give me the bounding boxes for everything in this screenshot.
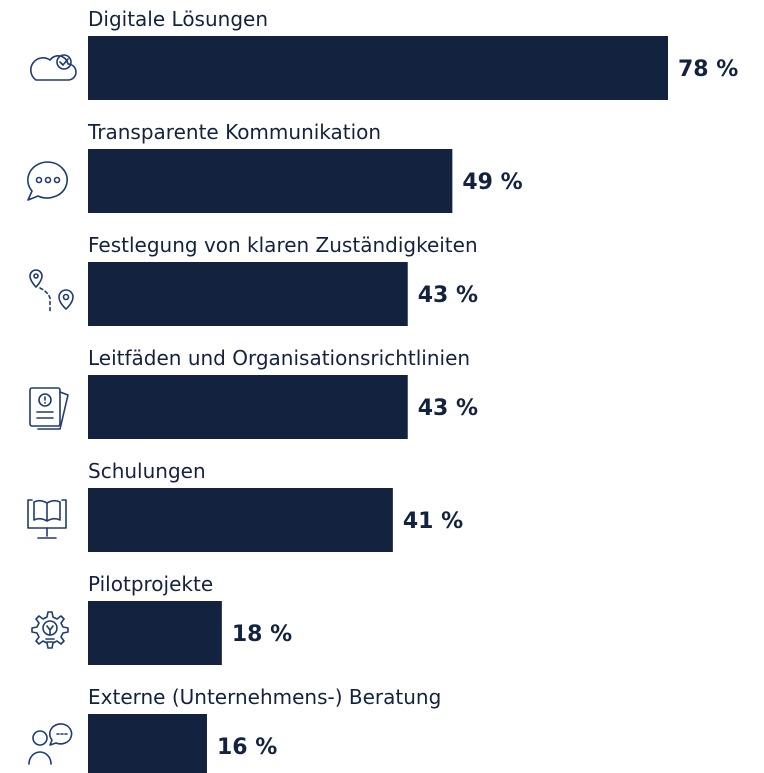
icon-route: [29, 269, 74, 313]
bar: [88, 36, 668, 100]
value-label: 43 %: [418, 283, 478, 308]
value-label: 78 %: [678, 57, 738, 82]
bar: [88, 149, 453, 213]
bar: [88, 714, 207, 773]
category-label: Pilotprojekte: [88, 572, 213, 596]
value-label: 49 %: [462, 170, 522, 195]
icon-gear-bulb: [31, 611, 69, 649]
icon-screen-book: [27, 499, 67, 539]
category-label: Schulungen: [88, 459, 206, 483]
icon-consultant: [28, 723, 73, 765]
category-label: Festlegung von klaren Zuständigkeiten: [88, 233, 478, 257]
category-label: Digitale Lösungen: [88, 7, 268, 31]
bar: [88, 262, 408, 326]
value-label: 18 %: [232, 622, 292, 647]
bar: [88, 488, 393, 552]
category-label: Leitfäden und Organisationsrichtlinien: [88, 346, 470, 370]
icon-cloud: [30, 54, 77, 81]
bar: [88, 601, 222, 665]
value-label: 16 %: [217, 735, 277, 760]
category-label: Externe (Unternehmens-) Beratung: [88, 685, 441, 709]
bar: [88, 375, 408, 439]
category-label: Transparente Kommunikation: [87, 120, 381, 144]
value-label: 41 %: [403, 509, 463, 534]
icon-document: [29, 387, 69, 430]
value-label: 43 %: [418, 396, 478, 421]
icon-chat: [27, 161, 68, 201]
